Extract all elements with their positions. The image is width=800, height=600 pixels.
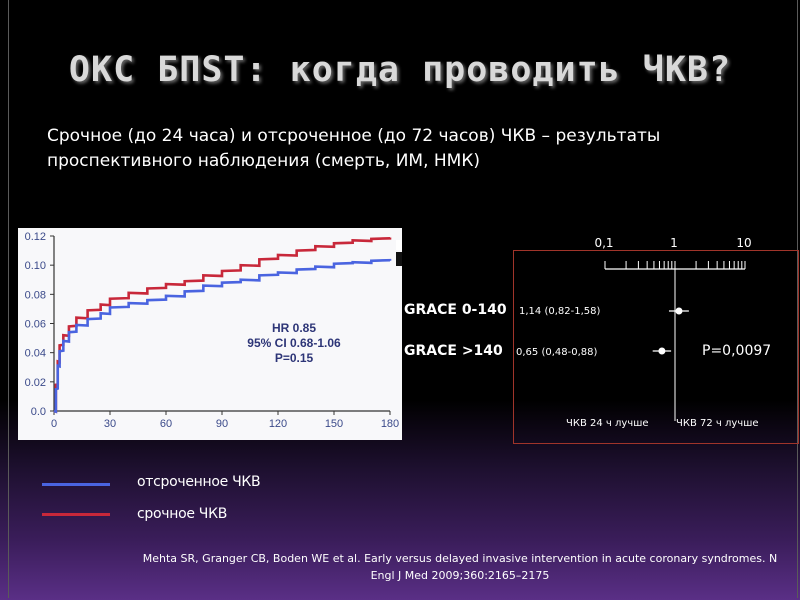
fp-point-estimate bbox=[675, 307, 683, 315]
legend-swatch-early bbox=[42, 513, 110, 516]
km-x-tick-label: 60 bbox=[160, 418, 172, 430]
fp-x-tick-label: 10 bbox=[736, 236, 752, 250]
km-chart: 0 30 60 90 120 150 180 0.0 0.02 0.04 0.06 0.08 0.10 0… bbox=[18, 228, 402, 440]
slide-frame bbox=[8, 0, 798, 598]
km-y-tick-label: 0.10 bbox=[25, 260, 46, 272]
km-y-tick-label: 0.06 bbox=[25, 319, 46, 331]
chart-edge-marker bbox=[396, 240, 402, 250]
km-annotation-line: P=0.15 bbox=[275, 351, 314, 365]
legend-label-delayed: отсроченное ЧКВ bbox=[137, 474, 261, 490]
km-x-tick-label: 0 bbox=[51, 418, 57, 430]
fp-x-tick-label: 0,1 bbox=[594, 236, 614, 250]
km-x-tick-label: 30 bbox=[104, 418, 116, 430]
forest-row-label-1: GRACE 0-140 bbox=[404, 302, 507, 318]
km-series-delayed-line bbox=[53, 258, 392, 414]
km-y-tick-label: 0.08 bbox=[25, 289, 46, 301]
forest-plot-box bbox=[513, 250, 799, 444]
km-y-tick-label: 0.12 bbox=[25, 231, 46, 243]
km-y-tick-label: 0.0 bbox=[31, 406, 46, 418]
km-annotation-line: 95% CI 0.68-1.06 bbox=[247, 336, 341, 350]
km-chart-svg: 0 30 60 90 120 150 180 0.0 0.02 0.04 0.06 0.08 0.10 0… bbox=[25, 231, 400, 430]
forest-row-label-2: GRACE >140 bbox=[404, 343, 503, 359]
km-y-tick-label: 0.04 bbox=[25, 348, 46, 360]
forest-row-ci-2: 0,65 (0,48-0,88) bbox=[516, 347, 598, 358]
fp-x-tick-label: 1 bbox=[670, 236, 678, 250]
forest-left-label: ЧКВ 24 ч лучше bbox=[566, 418, 649, 429]
legend-swatch-delayed bbox=[42, 483, 110, 486]
fp-point-estimate bbox=[658, 347, 666, 355]
slide-subtitle: Срочное (до 24 часа) и отсроченное (до 7… bbox=[47, 126, 661, 171]
km-x-tick-label: 180 bbox=[381, 418, 399, 430]
km-x-tick-label: 150 bbox=[325, 418, 343, 430]
reference-citation: Mehta SR, Granger CB, Boden WE et al. Ea… bbox=[142, 552, 778, 582]
forest-row-ci-1: 1,14 (0,82-1,58) bbox=[519, 306, 601, 317]
slide-title: ОКС БПST: когда проводить ЧКВ? bbox=[68, 50, 732, 90]
km-y-tick-label: 0.02 bbox=[25, 377, 46, 389]
legend-label-early: срочное ЧКВ bbox=[137, 506, 228, 522]
km-annotation-line: HR 0.85 bbox=[272, 321, 316, 335]
km-x-tick-label: 90 bbox=[216, 418, 228, 430]
forest-p-value: P=0,0097 bbox=[702, 343, 772, 359]
forest-plot-svg bbox=[604, 261, 746, 421]
km-series-early-line bbox=[53, 237, 392, 414]
chart-edge-marker-dark bbox=[396, 252, 402, 266]
forest-right-label: ЧКВ 72 ч лучше bbox=[676, 418, 759, 429]
km-x-tick-label: 120 bbox=[269, 418, 287, 430]
